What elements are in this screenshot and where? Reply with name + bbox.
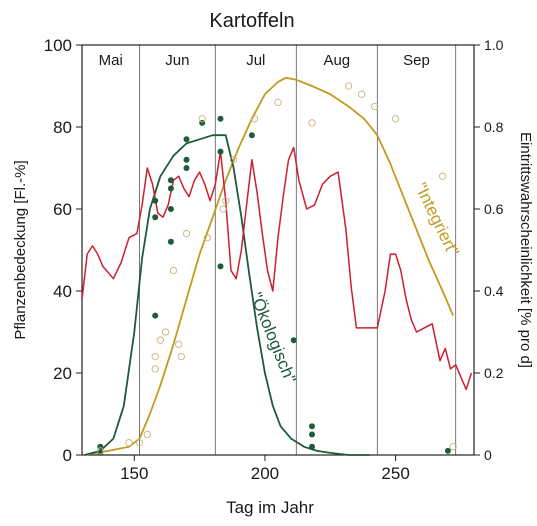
x-tick-label: 200 bbox=[251, 464, 279, 483]
integriert-data-point bbox=[182, 229, 191, 238]
oekologisch-data-point bbox=[167, 177, 174, 184]
integriert-data-point bbox=[438, 172, 447, 180]
oekologisch-data-point bbox=[290, 337, 297, 344]
left-y-tick-label: 60 bbox=[53, 200, 72, 219]
integriert-data-point bbox=[449, 443, 457, 451]
integriert-data-point bbox=[156, 336, 165, 344]
right-y-tick-label: 0.2 bbox=[484, 365, 504, 381]
oekologisch-data-point bbox=[167, 238, 174, 245]
series-line-integriert bbox=[84, 76, 454, 456]
integriert-data-point bbox=[151, 365, 159, 373]
integriert-data-point bbox=[308, 119, 316, 127]
integriert-data-point bbox=[198, 115, 206, 123]
month-label: Jul bbox=[246, 52, 265, 69]
integriert-data-point bbox=[177, 352, 185, 361]
oekologisch-data-point bbox=[152, 197, 159, 204]
integriert-data-point bbox=[250, 115, 259, 123]
right-y-axis-label: Eintrittswahrscheinlichkeit [% pro d] bbox=[517, 132, 534, 368]
plot-frame bbox=[81, 44, 475, 456]
left-y-tick-label: 40 bbox=[53, 282, 72, 301]
series-layer bbox=[81, 76, 473, 456]
x-axis: 150 200 250 bbox=[120, 455, 410, 483]
integriert-data-point bbox=[203, 234, 212, 242]
integriert-data-point bbox=[175, 340, 183, 348]
scatter-layer bbox=[96, 82, 457, 456]
left-y-tick-label: 80 bbox=[53, 118, 72, 137]
chart-title: Kartoffeln bbox=[209, 10, 294, 32]
integriert-data-point bbox=[151, 352, 159, 361]
oekologisch-data-point bbox=[309, 443, 315, 450]
integriert-data-point bbox=[357, 90, 366, 98]
month-bands: Mai Jun Jul Aug Sep bbox=[99, 45, 457, 455]
oekologisch-data-point bbox=[152, 312, 159, 319]
right-y-tick-label: 0.4 bbox=[484, 283, 504, 299]
integriert-data-point bbox=[222, 197, 230, 205]
oekologisch-data-point bbox=[444, 447, 451, 454]
series-line-oekologisch bbox=[84, 134, 370, 456]
oekologisch-data-point bbox=[217, 263, 224, 270]
integriert-data-point bbox=[135, 439, 144, 447]
right-y-tick-label: 0.6 bbox=[484, 201, 504, 217]
left-y-axis-label: Pflanzenbedeckung [Fl.-%] bbox=[12, 160, 29, 339]
right-y-tick-label: 0 bbox=[484, 447, 492, 463]
integriert-data-point bbox=[169, 266, 178, 275]
right-y-axis: 0 0.2 0.4 0.6 0.8 1.0 bbox=[474, 37, 504, 463]
integriert-data-point bbox=[344, 82, 353, 90]
oekologisch-data-point bbox=[248, 132, 255, 139]
x-tick-label: 250 bbox=[381, 464, 409, 483]
integriert-data-point bbox=[274, 98, 282, 107]
month-label: Sep bbox=[403, 52, 430, 69]
integriert-data-point bbox=[161, 328, 170, 336]
integriert-data-point bbox=[219, 205, 227, 213]
oekologisch-data-point bbox=[167, 206, 174, 212]
left-y-tick-label: 100 bbox=[44, 36, 72, 55]
left-y-axis: 0 20 40 60 80 100 bbox=[44, 36, 82, 465]
x-axis-label: Tag im Jahr bbox=[226, 498, 314, 517]
integriert-data-point bbox=[125, 439, 133, 447]
integriert-data-point bbox=[143, 430, 151, 439]
oekologisch-data-point bbox=[97, 449, 104, 456]
oekologisch-data-point bbox=[183, 156, 190, 163]
oekologisch-data-point bbox=[309, 431, 315, 438]
integriert-data-point bbox=[229, 156, 238, 164]
oekologisch-data-point bbox=[183, 165, 190, 171]
month-label: Aug bbox=[323, 52, 350, 69]
plot-border bbox=[81, 44, 475, 456]
oekologisch-data-point bbox=[309, 423, 315, 430]
oekologisch-data-point bbox=[183, 136, 190, 143]
left-y-tick-label: 20 bbox=[53, 364, 72, 383]
oekologisch-data-point bbox=[217, 148, 224, 155]
integriert-data-point bbox=[391, 115, 400, 123]
annotation-integriert: "Integriert" bbox=[411, 180, 463, 259]
series-line-eintrittswahrscheinlichkeit bbox=[81, 146, 473, 391]
integriert-data-point bbox=[371, 102, 379, 111]
oekologisch-data-point bbox=[152, 214, 159, 221]
oekologisch-data-point bbox=[167, 185, 174, 192]
x-tick-label: 150 bbox=[120, 464, 148, 483]
right-y-tick-label: 0.8 bbox=[484, 119, 504, 135]
month-label: Mai bbox=[99, 52, 123, 69]
month-label: Jun bbox=[165, 52, 189, 69]
right-y-tick-label: 1.0 bbox=[484, 37, 504, 53]
integriert-data-point bbox=[96, 447, 104, 455]
oekologisch-data-point bbox=[217, 115, 224, 122]
left-y-tick-label: 0 bbox=[63, 446, 72, 465]
